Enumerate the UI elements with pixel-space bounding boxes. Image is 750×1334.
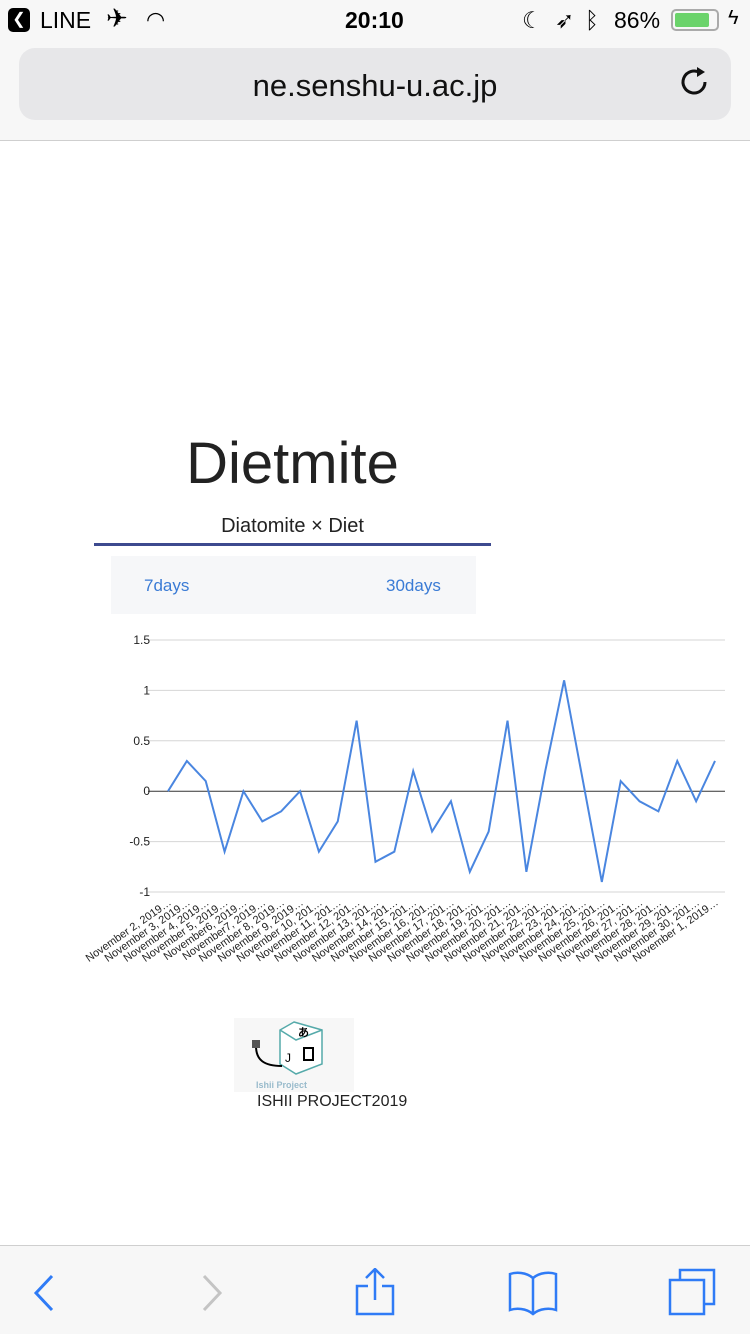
back-icon[interactable] — [20, 1268, 70, 1318]
reload-icon[interactable] — [675, 62, 715, 102]
y-tick-label: -0.5 — [129, 835, 150, 849]
location-icon: ➶ — [555, 7, 575, 33]
svg-text:J: J — [285, 1051, 291, 1065]
address-bar[interactable]: ne.senshu-u.ac.jp — [19, 48, 731, 120]
forward-icon[interactable] — [186, 1268, 236, 1318]
browser-header: ne.senshu-u.ac.jp — [0, 40, 750, 141]
status-bar: ❮ LINE ✈ ◠ 20:10 ☾ ➶ ᛒ 86% ϟ — [0, 0, 750, 40]
wifi-icon: ◠ — [146, 7, 166, 32]
range-tabs: 7days 30days — [111, 556, 476, 614]
tabs-icon[interactable] — [668, 1268, 718, 1318]
browser-toolbar — [0, 1245, 750, 1334]
back-to-app-icon[interactable]: ❮ — [8, 8, 30, 32]
y-tick-label: 0 — [143, 784, 150, 798]
charging-icon: ϟ — [728, 7, 739, 29]
bookmarks-icon[interactable] — [508, 1268, 558, 1318]
svg-text:あ: あ — [298, 1026, 309, 1039]
airplane-icon: ✈ — [106, 3, 128, 33]
battery-icon — [671, 9, 719, 31]
y-tick-label: 0.5 — [133, 734, 150, 748]
tab-7days[interactable]: 7days — [144, 576, 190, 595]
time: 20:10 — [345, 7, 404, 33]
bluetooth-icon: ᛒ — [585, 7, 599, 33]
title-divider — [94, 543, 491, 546]
moon-icon: ☾ — [522, 7, 543, 33]
battery-percent: 86% — [614, 7, 661, 33]
page-subtitle: Diatomite × Diet — [221, 515, 364, 537]
svg-text:Ishii Project: Ishii Project — [256, 1080, 307, 1090]
footer-text: ISHII PROJECT2019 — [257, 1093, 408, 1110]
y-tick-label: 1 — [143, 683, 150, 697]
url-text[interactable]: ne.senshu-u.ac.jp — [252, 68, 498, 103]
back-app-label[interactable]: LINE — [40, 7, 92, 33]
page-title: Dietmite — [186, 431, 399, 496]
data-line — [167, 680, 716, 883]
share-icon[interactable] — [350, 1268, 400, 1318]
tab-30days[interactable]: 30days — [386, 576, 441, 595]
ishii-project-logo: あ J Ishii Project — [234, 1018, 354, 1092]
y-tick-label: 1.5 — [133, 633, 150, 647]
y-tick-label: -1 — [139, 885, 150, 899]
